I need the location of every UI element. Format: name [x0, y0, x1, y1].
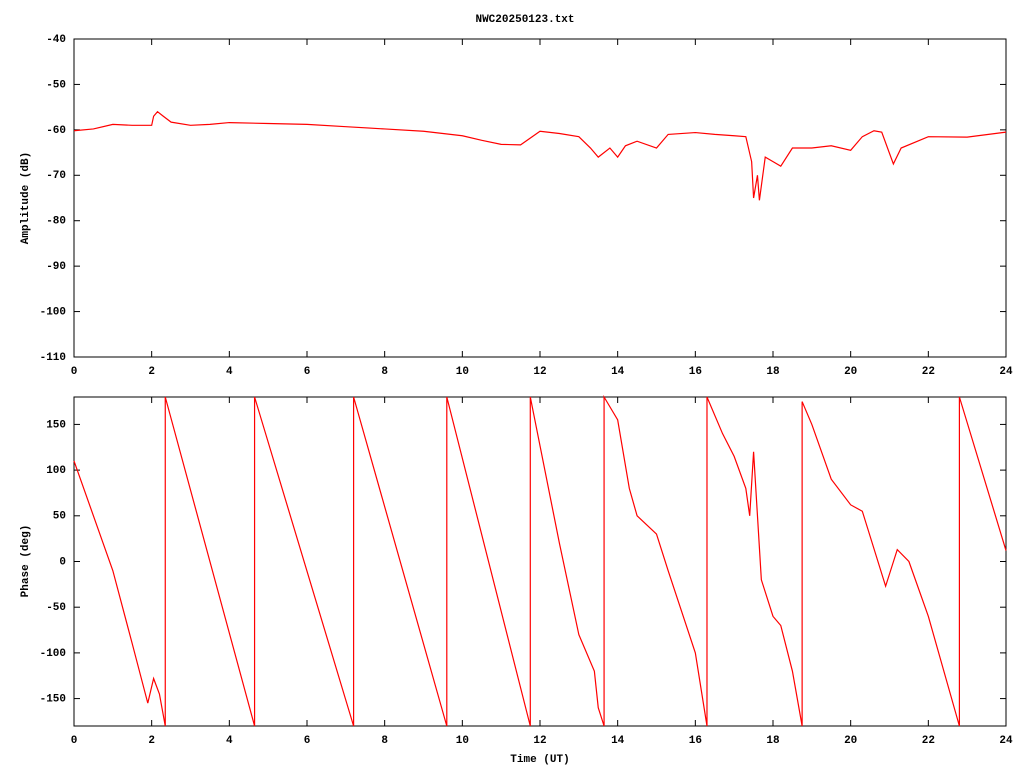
x-tick-label: 12	[533, 366, 546, 378]
x-tick-label: 16	[689, 735, 702, 747]
x-tick-label: 0	[71, 735, 78, 747]
y-tick-label: -40	[46, 34, 66, 46]
x-tick-label: 2	[148, 366, 155, 378]
x-tick-label: 22	[922, 366, 935, 378]
y-axis-label: Phase (deg)	[20, 525, 32, 598]
x-tick-label: 10	[456, 366, 469, 378]
y-tick-label: -50	[46, 79, 66, 91]
x-tick-label: 0	[71, 366, 78, 378]
x-tick-label: 16	[689, 366, 702, 378]
data-line	[73, 110, 1007, 201]
x-tick-label: 8	[381, 366, 388, 378]
y-tick-label: -100	[40, 306, 66, 318]
y-axis-label: Amplitude (dB)	[20, 152, 32, 244]
x-tick-label: 18	[766, 366, 780, 378]
y-tick-label: 0	[59, 556, 66, 568]
x-tick-label: 4	[226, 735, 233, 747]
x-tick-label: 14	[611, 735, 625, 747]
x-tick-label: 24	[999, 735, 1013, 747]
y-tick-label: 50	[53, 511, 66, 523]
x-tick-label: 4	[226, 366, 233, 378]
x-tick-label: 12	[533, 735, 546, 747]
x-tick-label: 22	[922, 735, 935, 747]
y-tick-label: 150	[46, 419, 66, 431]
plot-frame	[73, 38, 1007, 358]
x-tick-label: 6	[304, 735, 311, 747]
x-tick-label: 10	[456, 735, 469, 747]
y-tick-label: -70	[46, 170, 66, 182]
x-tick-label: 24	[999, 366, 1013, 378]
y-tick-label: -90	[46, 261, 66, 273]
y-tick-label: -50	[46, 602, 66, 614]
y-tick-label: -60	[46, 125, 66, 137]
x-tick-label: 20	[844, 735, 857, 747]
data-line	[73, 394, 1007, 727]
x-tick-label: 14	[611, 366, 625, 378]
x-tick-label: 20	[844, 366, 857, 378]
y-tick-label: 100	[46, 465, 66, 477]
x-tick-label: 18	[766, 735, 780, 747]
x-tick-label: 6	[304, 366, 311, 378]
y-tick-label: -100	[40, 648, 66, 660]
y-tick-label: -80	[46, 216, 66, 228]
x-axis-label: Time (UT)	[510, 754, 569, 766]
y-tick-label: -150	[40, 693, 66, 705]
x-tick-label: 2	[148, 735, 155, 747]
chart-title: NWC20250123.txt	[475, 14, 574, 26]
x-tick-label: 8	[381, 735, 388, 747]
y-tick-label: -110	[40, 352, 66, 364]
